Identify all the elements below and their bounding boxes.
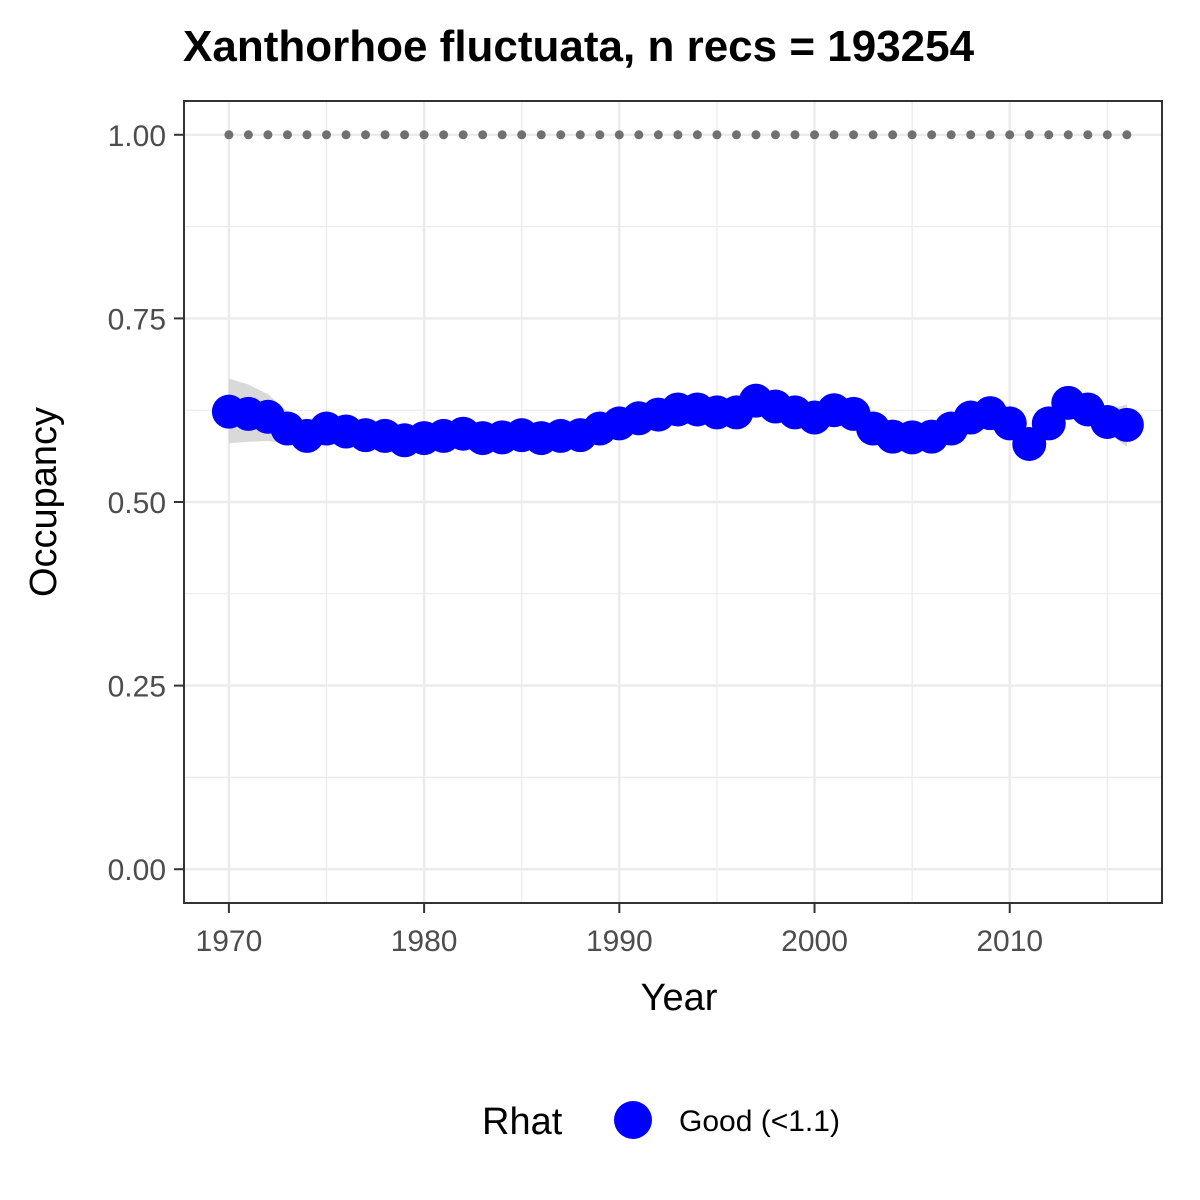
x-tick-label: 1980 — [391, 925, 458, 958]
reference-point — [1063, 130, 1073, 140]
reference-point — [302, 130, 312, 140]
reference-point — [868, 130, 878, 140]
reference-point — [653, 130, 663, 140]
reference-point — [361, 130, 371, 140]
y-tick-label: 0.00 — [108, 854, 166, 887]
reference-point — [907, 130, 917, 140]
reference-point — [829, 130, 839, 140]
reference-point — [595, 130, 605, 140]
reference-point — [849, 130, 859, 140]
reference-point — [263, 130, 273, 140]
reference-point — [419, 130, 429, 140]
x-axis-ticks: 1970 1980 1990 2000 2010 — [196, 903, 1043, 958]
legend: Rhat Good (<1.1) — [482, 1101, 840, 1143]
x-tick-label: 2010 — [976, 925, 1043, 958]
y-tick-label: 1.00 — [108, 120, 166, 153]
reference-point — [966, 130, 976, 140]
reference-point — [673, 130, 683, 140]
y-tick-label: 0.75 — [108, 303, 166, 336]
reference-point — [380, 130, 390, 140]
x-tick-label: 1970 — [196, 925, 263, 958]
reference-point — [946, 130, 956, 140]
y-axis-title: Occupancy — [23, 407, 65, 597]
reference-point — [1102, 130, 1112, 140]
reference-points — [224, 130, 1132, 140]
reference-point — [712, 130, 722, 140]
reference-point — [575, 130, 585, 140]
reference-point — [1005, 130, 1015, 140]
reference-point — [497, 130, 507, 140]
reference-point — [517, 130, 527, 140]
chart-title: Xanthorhoe fluctuata, n recs = 193254 — [183, 22, 975, 71]
y-tick-label: 0.25 — [108, 671, 166, 704]
reference-point — [1083, 130, 1093, 140]
reference-point — [243, 130, 253, 140]
reference-point — [439, 130, 449, 140]
reference-point — [614, 130, 624, 140]
x-axis-title: Year — [641, 977, 718, 1019]
x-tick-label: 1990 — [586, 925, 653, 958]
reference-point — [634, 130, 644, 140]
reference-point — [751, 130, 761, 140]
legend-label-good: Good (<1.1) — [679, 1105, 840, 1138]
reference-point — [731, 130, 741, 140]
reference-point — [282, 130, 292, 140]
reference-point — [224, 130, 234, 140]
reference-point — [341, 130, 351, 140]
reference-point — [536, 130, 546, 140]
reference-point — [1044, 130, 1054, 140]
reference-point — [400, 130, 410, 140]
y-tick-label: 0.50 — [108, 487, 166, 520]
grid-lines — [184, 101, 1162, 903]
reference-point — [692, 130, 702, 140]
legend-title: Rhat — [482, 1101, 563, 1143]
reference-point — [790, 130, 800, 140]
reference-point — [985, 130, 995, 140]
reference-point — [322, 130, 332, 140]
reference-point — [458, 130, 468, 140]
reference-point — [888, 130, 898, 140]
reference-point — [810, 130, 820, 140]
reference-point — [770, 130, 780, 140]
reference-point — [1122, 130, 1132, 140]
legend-key-good — [614, 1101, 652, 1139]
reference-point — [927, 130, 937, 140]
reference-point — [478, 130, 488, 140]
y-axis-ticks: 0.00 0.25 0.50 0.75 1.00 — [108, 120, 184, 887]
occupancy-point — [1109, 407, 1144, 442]
x-tick-label: 2000 — [781, 925, 848, 958]
occupancy-series — [211, 383, 1144, 461]
reference-point — [556, 130, 566, 140]
reference-point — [1024, 130, 1034, 140]
